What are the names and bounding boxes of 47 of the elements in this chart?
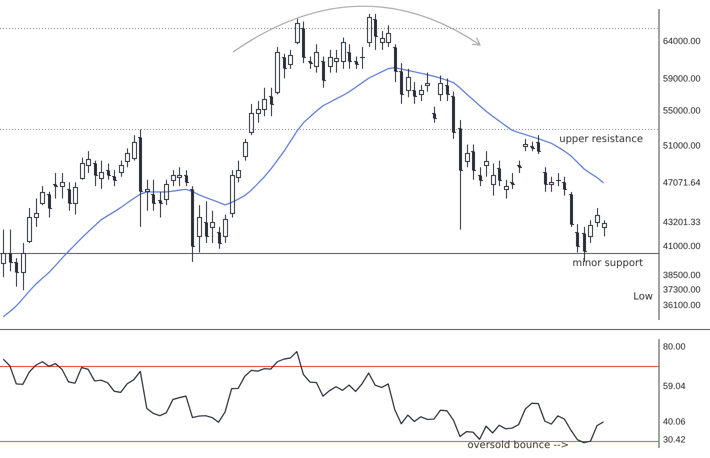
candlestick <box>249 103 254 136</box>
y-tick-label: 51000.00 <box>663 140 701 151</box>
y-tick-label: 43201.33 <box>663 217 701 228</box>
ref-line-label: upper resistance <box>559 134 643 146</box>
candlestick <box>210 210 215 244</box>
candlestick <box>119 160 124 178</box>
candlestick <box>504 179 509 200</box>
candlestick <box>288 49 293 70</box>
y-tick-label: 59000.00 <box>663 73 701 84</box>
candlestick <box>243 138 248 162</box>
y-tick-label: 55000.00 <box>663 106 701 116</box>
candlestick <box>164 179 169 206</box>
y-tick-label: 64000.00 <box>663 36 701 46</box>
candlestick <box>465 144 470 168</box>
candlestick <box>60 172 65 200</box>
candlestick <box>21 242 26 291</box>
candlestick <box>484 150 489 178</box>
y-tick-label: 37300.00 <box>663 284 701 295</box>
y-tick-label: 80.00 <box>663 341 686 352</box>
candlestick <box>40 186 45 206</box>
candlestick <box>145 179 150 212</box>
y-tick-label: 38500.00 <box>663 270 701 280</box>
candlestick <box>27 207 32 244</box>
candlestick <box>588 220 593 244</box>
candlestick <box>419 84 424 102</box>
candlestick <box>425 72 430 92</box>
y-tick-label: 59.04 <box>663 380 686 391</box>
y-tick-label: 36100.00 <box>663 300 701 310</box>
ref-line-label: minor support <box>572 258 644 270</box>
candlestick <box>602 220 607 237</box>
y-tick-label: 47071.64 <box>663 177 701 188</box>
y-tick-label: 41000.00 <box>663 241 701 252</box>
y-tick-label: 30.42 <box>663 434 686 445</box>
annotation: Low <box>633 292 653 303</box>
annotation: oversold bounce --> <box>468 440 569 451</box>
candlestick <box>438 74 443 102</box>
candlestick <box>523 138 528 152</box>
candlestick <box>132 134 137 162</box>
candlestick <box>34 198 39 228</box>
candlestick <box>595 207 600 228</box>
candlestick <box>223 214 228 244</box>
y-tick-label: 40.06 <box>663 416 686 426</box>
candlestick <box>491 162 496 196</box>
candlestick <box>125 148 130 168</box>
candlestick <box>275 46 280 95</box>
candlestick <box>1 229 6 278</box>
candlestick <box>197 204 202 254</box>
